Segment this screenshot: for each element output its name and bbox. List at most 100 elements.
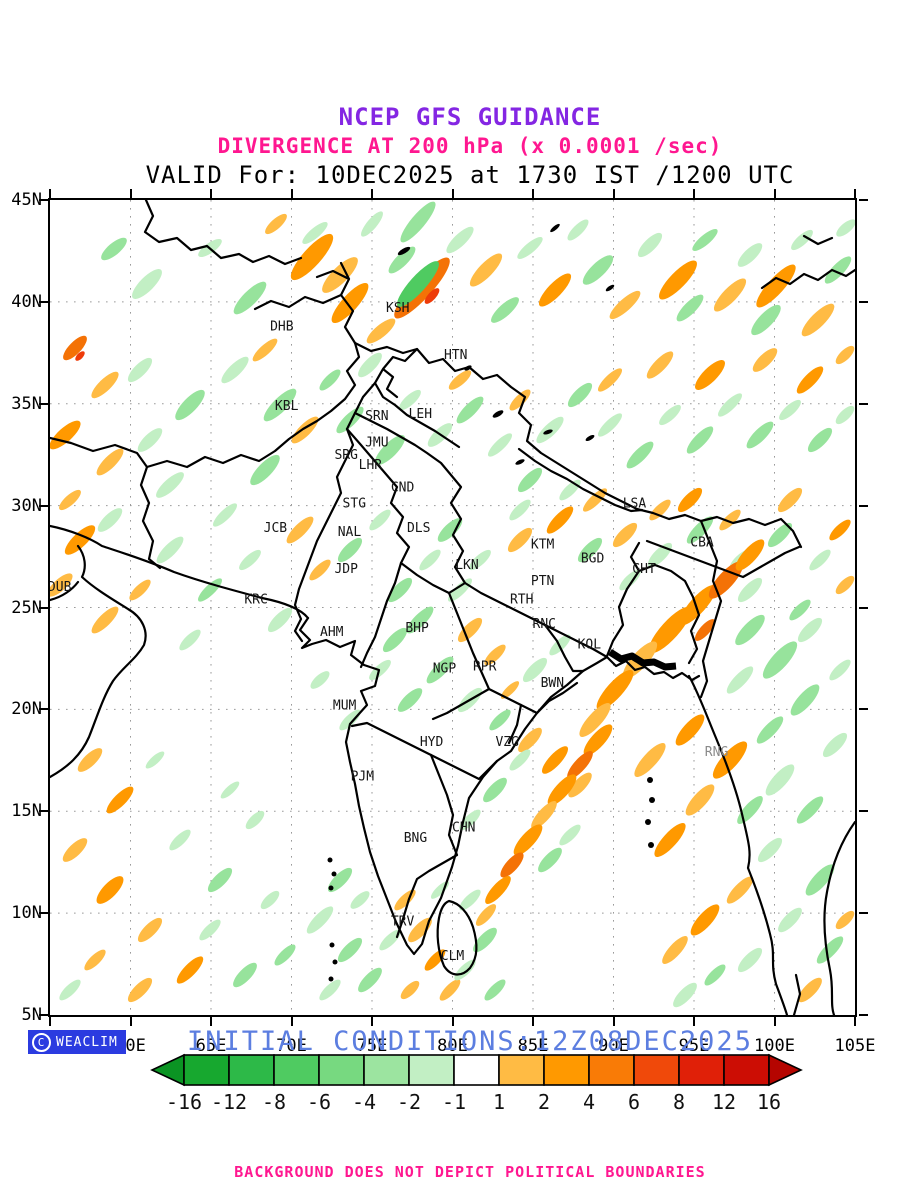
copyright-icon: C <box>32 1032 51 1052</box>
y-tick <box>39 708 48 711</box>
y-tick-right <box>859 708 868 711</box>
station-label-rpr: RPR <box>473 660 497 675</box>
x-tick <box>290 1017 293 1026</box>
x-tick-top <box>612 189 615 198</box>
divergence-blob <box>437 518 463 542</box>
y-tick <box>39 300 48 303</box>
weaclim-label: WEACLIM <box>56 1034 118 1050</box>
divergence-blob <box>75 351 85 361</box>
divergence-blob <box>583 724 613 756</box>
divergence-blob <box>726 876 754 904</box>
divergence-blob <box>559 824 581 846</box>
divergence-blob <box>762 641 798 679</box>
station-label-srg: SRG <box>334 448 358 463</box>
x-tick <box>854 1017 856 1026</box>
divergence-blob <box>337 937 363 963</box>
divergence-blob <box>647 777 653 783</box>
divergence-blob <box>517 237 543 259</box>
divergence-blob <box>801 303 835 337</box>
divergence-blob <box>106 786 134 814</box>
divergence-blob <box>582 255 614 285</box>
station-label-pjm: PJM <box>351 770 375 785</box>
colorbar-segment <box>633 1054 680 1086</box>
divergence-blob <box>695 360 725 390</box>
divergence-blob <box>328 976 334 982</box>
x-tick-top <box>49 189 51 198</box>
divergence-blob <box>475 904 497 926</box>
x-tick-top <box>371 189 373 198</box>
divergence-blob <box>331 282 369 324</box>
y-tick-label: 5N <box>21 1005 42 1025</box>
divergence-blob <box>824 256 852 284</box>
divergence-blob <box>484 644 506 666</box>
divergence-blob <box>424 288 440 304</box>
y-tick <box>39 199 48 201</box>
divergence-blob <box>59 489 81 511</box>
divergence-blob <box>456 396 484 424</box>
station-label-clm: CLM <box>441 949 465 964</box>
divergence-blob <box>637 232 663 258</box>
divergence-blob <box>350 891 370 909</box>
station-label-ght: GHT <box>632 562 656 577</box>
divergence-blob <box>265 213 287 235</box>
divergence-blob <box>406 606 434 634</box>
divergence-blob <box>400 980 420 1000</box>
y-tick-label: 40N <box>11 291 42 312</box>
chart-subtitle: DIVERGENCE AT 200 hPa (x 0.0001 /sec) <box>217 134 723 158</box>
station-label-ptn: PTN <box>531 574 554 589</box>
x-tick-label: 105E <box>834 1036 876 1056</box>
divergence-blob <box>809 549 831 571</box>
divergence-blob <box>319 369 341 391</box>
divergence-blob <box>267 607 293 633</box>
divergence-blob <box>260 890 280 910</box>
divergence-blob <box>673 982 697 1008</box>
divergence-blob <box>790 684 820 716</box>
divergence-blob <box>397 246 411 256</box>
divergence-blob <box>459 889 481 911</box>
divergence-blob <box>358 967 382 993</box>
weaclim-logo: C WEACLIM <box>28 1030 126 1054</box>
divergence-blob <box>319 979 341 1001</box>
divergence-blob <box>233 281 267 315</box>
divergence-blob <box>836 219 855 237</box>
divergence-blob <box>568 772 592 798</box>
divergence-blob <box>726 666 754 694</box>
divergence-blob <box>489 709 511 731</box>
divergence-blob <box>796 796 824 824</box>
colorbar-segment <box>273 1054 320 1086</box>
station-label-hyd: HYD <box>420 735 444 750</box>
divergence-blob <box>221 356 249 384</box>
divergence-blob <box>752 348 778 372</box>
divergence-blob <box>719 509 741 531</box>
initial-conditions-line: INITIAL CONDITIONS:12Z08DEC2025 <box>187 1026 753 1057</box>
divergence-blob <box>694 619 716 641</box>
station-label-dls: DLS <box>407 521 430 536</box>
divergence-blob <box>169 829 191 851</box>
divergence-blob <box>156 472 184 498</box>
divergence-blob <box>692 229 718 251</box>
x-tick <box>451 1017 454 1026</box>
divergence-blob <box>835 405 855 425</box>
divergence-blob <box>366 318 396 344</box>
disclaimer-note: BACKGROUND DOES NOT DEPICT POLITICAL BOU… <box>234 1163 706 1181</box>
divergence-blob <box>179 629 201 651</box>
divergence-blob <box>677 487 703 513</box>
divergence-blob <box>63 335 87 361</box>
divergence-blob <box>175 389 205 421</box>
divergence-blob <box>735 614 765 646</box>
divergence-blob <box>274 944 296 966</box>
station-label-leh: LEH <box>409 407 432 422</box>
colorbar-tick-label: -6 <box>307 1090 331 1114</box>
divergence-colorbar: -16 -12 -8 -6 -4 -2 -1 1 2 4 6 8 12 16 <box>150 1053 803 1114</box>
divergence-blob <box>798 977 822 1003</box>
divergence-blob <box>388 246 416 274</box>
colorbar-tick-label: -12 <box>211 1090 247 1114</box>
station-label-stg: STG <box>343 497 367 512</box>
divergence-blob <box>485 876 511 904</box>
divergence-blob <box>369 509 391 531</box>
colorbar-tick-label: 2 <box>538 1090 550 1114</box>
colorbar-segment <box>498 1054 545 1086</box>
x-tick-top <box>210 189 212 198</box>
colorbar-segment <box>408 1054 455 1086</box>
divergence-blob <box>137 917 163 943</box>
